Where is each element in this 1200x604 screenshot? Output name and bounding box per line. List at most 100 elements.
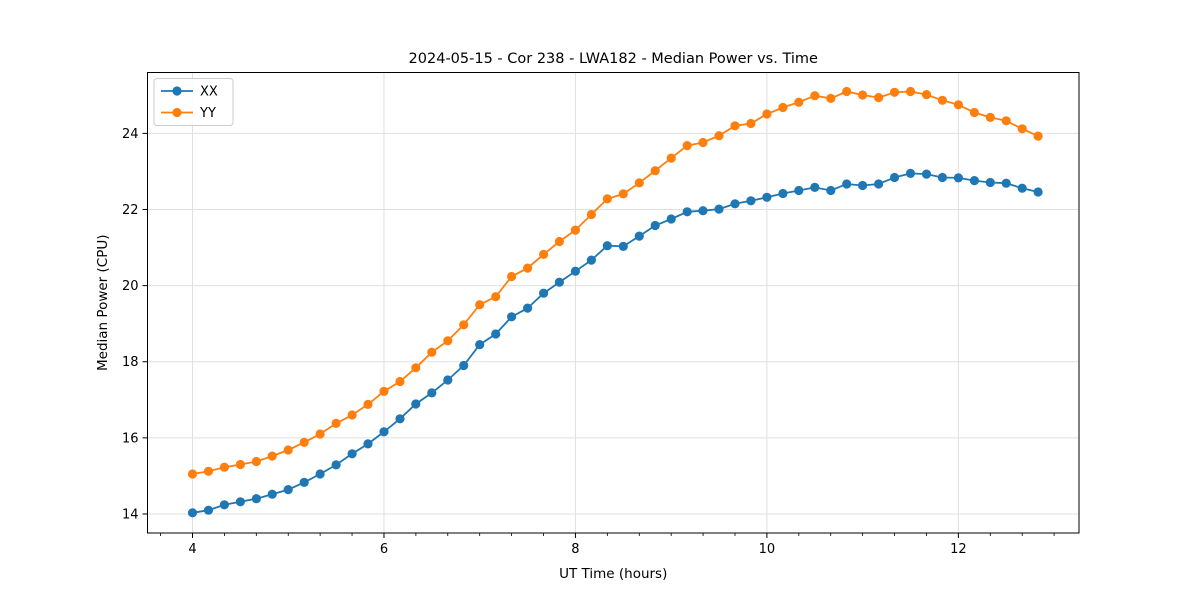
data-point-yy (235, 459, 245, 470)
data-point-xx (937, 172, 948, 183)
legend-box (153, 78, 234, 126)
data-point-yy (570, 225, 581, 235)
chart-title: 2024-05-15 - Cor 238 - LWA182 - Median P… (409, 51, 818, 67)
data-point-xx (586, 255, 597, 265)
data-point-xx (219, 500, 229, 510)
data-point-xx (411, 399, 421, 409)
data-point-xx (778, 188, 788, 199)
data-point-xx (1033, 187, 1043, 197)
data-point-xx (347, 449, 357, 459)
series-line-xx (192, 172, 1039, 514)
data-point-yy (682, 141, 692, 151)
data-point-yy (985, 112, 995, 122)
data-point-xx (443, 375, 453, 385)
data-point-xx (602, 241, 612, 251)
data-series (187, 86, 1043, 518)
data-point-yy (283, 445, 293, 455)
data-point-xx (953, 173, 964, 183)
data-point-xx (714, 204, 724, 214)
data-point-yy (762, 109, 772, 119)
data-point-yy (411, 363, 421, 373)
data-point-yy (969, 107, 980, 118)
data-point-yy (1033, 131, 1043, 141)
data-point-yy (634, 178, 644, 188)
data-point-yy (379, 386, 389, 396)
data-point-xx (826, 185, 836, 196)
data-point-yy (507, 271, 517, 282)
data-point-yy (475, 300, 485, 310)
data-point-yy (858, 90, 868, 100)
data-point-yy (921, 90, 932, 100)
data-point-yy (459, 320, 469, 330)
data-point-xx (331, 460, 341, 470)
data-point-xx (874, 179, 884, 189)
data-point-yy (427, 347, 437, 357)
data-point-yy (395, 376, 405, 387)
legend-label-yy: YY (199, 106, 216, 121)
data-point-xx (523, 303, 533, 313)
data-point-yy (491, 292, 501, 302)
legend-sample-marker (172, 107, 182, 118)
y-tick-label: 18 (122, 355, 139, 370)
data-point-xx (905, 168, 916, 178)
y-tick-label: 20 (122, 279, 139, 294)
data-point-xx (379, 427, 389, 437)
data-point-xx (315, 469, 325, 479)
data-point-xx (539, 288, 549, 298)
data-point-xx (969, 176, 980, 186)
data-point-yy (730, 121, 740, 131)
legend: XX YY (153, 78, 234, 126)
series-line-yy (192, 90, 1039, 475)
data-point-yy (1001, 116, 1011, 126)
data-point-xx (698, 206, 708, 216)
data-point-yy (523, 263, 533, 273)
data-point-xx (1001, 178, 1011, 188)
data-point-yy (953, 100, 964, 110)
data-point-xx (730, 199, 740, 209)
data-point-xx (267, 489, 277, 499)
data-point-xx (666, 214, 676, 224)
data-point-yy (267, 451, 277, 461)
x-tick-label: 8 (571, 542, 579, 557)
data-point-xx (1017, 183, 1027, 193)
data-point-yy (810, 91, 820, 101)
plot-frame (147, 72, 1080, 534)
y-tick-label: 16 (122, 431, 139, 446)
data-point-xx (618, 241, 628, 251)
data-point-xx (682, 207, 692, 217)
data-point-yy (586, 209, 597, 220)
data-point-xx (283, 485, 293, 495)
data-point-xx (858, 180, 868, 191)
data-point-yy (746, 118, 756, 129)
grid-lines (147, 72, 1079, 533)
data-point-yy (650, 166, 660, 176)
data-point-yy (443, 336, 453, 346)
data-point-yy (251, 456, 261, 467)
data-point-yy (714, 131, 724, 141)
data-point-xx (235, 497, 245, 507)
data-point-xx (395, 414, 405, 424)
data-point-yy (826, 93, 836, 103)
data-point-yy (299, 437, 309, 447)
data-point-yy (905, 86, 916, 97)
data-point-xx (251, 494, 261, 504)
data-point-xx (554, 277, 565, 287)
data-point-yy (842, 86, 852, 97)
data-point-xx (363, 439, 373, 449)
x-tick-label: 12 (950, 542, 967, 557)
data-point-xx (921, 169, 932, 179)
data-point-xx (794, 185, 804, 196)
data-point-yy (331, 418, 341, 428)
data-point-yy (937, 95, 948, 105)
data-point-xx (459, 360, 469, 371)
data-point-xx (634, 231, 644, 241)
x-tick-label: 4 (188, 542, 196, 557)
data-point-yy (602, 194, 612, 204)
data-point-xx (746, 196, 756, 206)
axes: 4 6 8 10 12 14 16 18 20 22 24 (122, 72, 1080, 557)
data-point-xx (507, 312, 517, 322)
data-point-yy (539, 249, 549, 259)
data-point-yy (794, 97, 804, 107)
